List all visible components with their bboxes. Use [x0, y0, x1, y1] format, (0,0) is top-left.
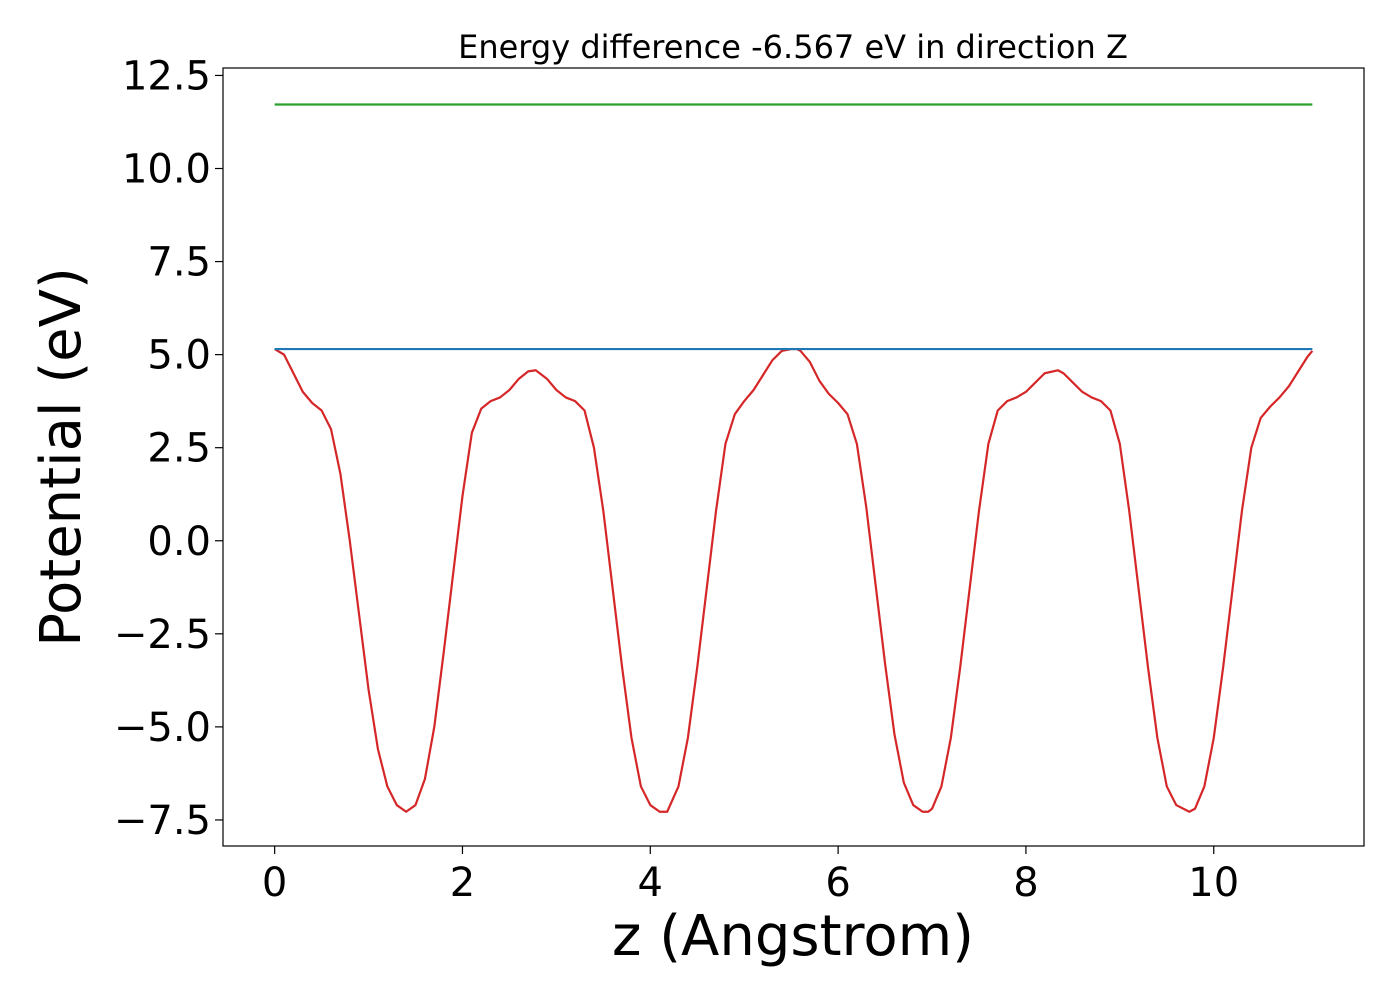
y-axis-ticks: −7.5 −5.0 −2.5 0.0 2.5 5.0 7.5 10.0 12.5 — [114, 53, 223, 844]
y-tick-label: 5.0 — [147, 333, 211, 379]
x-tick-label: 10 — [1188, 860, 1239, 906]
y-tick-label: 7.5 — [147, 240, 211, 286]
y-tick-label: −2.5 — [114, 612, 211, 658]
potential-curve-series — [274, 347, 1314, 813]
x-tick-label: 6 — [825, 860, 850, 906]
y-tick-label: −7.5 — [114, 798, 211, 844]
series-layer — [274, 103, 1314, 813]
x-tick-label: 2 — [450, 860, 475, 906]
x-axis-ticks: 0 2 4 6 8 10 — [262, 846, 1239, 906]
x-tick-label: 8 — [1013, 860, 1038, 906]
y-tick-label: 10.0 — [122, 147, 211, 193]
x-tick-label: 0 — [262, 860, 287, 906]
plot-frame — [222, 67, 1365, 847]
y-axis-label: Potential (eV) — [29, 267, 94, 647]
x-tick-label: 4 — [638, 860, 663, 906]
chart-title: Energy difference -6.567 eV in direction… — [458, 28, 1128, 66]
y-tick-label: 2.5 — [147, 426, 211, 472]
y-tick-label: −5.0 — [114, 705, 211, 751]
y-tick-label: 0.0 — [147, 519, 211, 565]
y-tick-label: 12.5 — [122, 53, 211, 99]
x-axis-label: z (Angstrom) — [612, 904, 974, 969]
